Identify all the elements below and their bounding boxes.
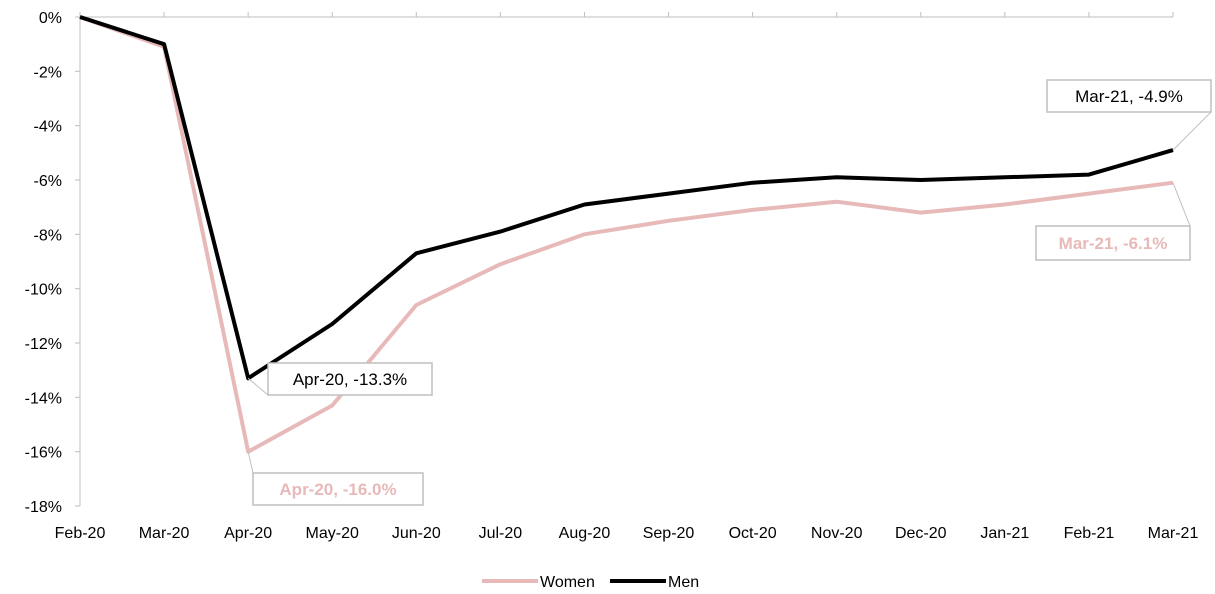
- annotation-leader: [247, 377, 269, 396]
- x-tick-label: May-20: [306, 525, 359, 542]
- series-layer: [79, 15, 1174, 454]
- x-tick-label: Feb-20: [55, 525, 106, 542]
- y-tick-label: -2%: [34, 64, 62, 81]
- y-tick-label: -18%: [25, 499, 62, 516]
- annotation-box: [267, 362, 433, 396]
- x-tick-label: Feb-21: [1064, 525, 1115, 542]
- x-tick-label: Jul-20: [479, 525, 523, 542]
- x-tick-label: Jun-20: [392, 525, 441, 542]
- annotation-label: Mar-21, -4.9%: [1075, 87, 1183, 106]
- annotation-box: [1035, 225, 1191, 261]
- series-line-women: [79, 15, 1174, 454]
- legend: Women Men: [482, 574, 699, 591]
- annotation-box: [252, 472, 424, 506]
- y-tick-label: -10%: [25, 282, 62, 299]
- x-tick-label: Sep-20: [643, 525, 695, 542]
- x-tick-label: Oct-20: [729, 525, 777, 542]
- annotation-leader: [1172, 111, 1212, 151]
- y-tick-label: -8%: [34, 227, 62, 244]
- x-tick-label: Nov-20: [811, 525, 863, 542]
- legend-label-women: Women: [540, 574, 595, 591]
- annotation-label: Apr-20, -16.0%: [279, 480, 396, 499]
- axes: 0% -2% -4% -6% -8% -10% -12% -14% -16% -18% Feb-20…: [25, 10, 1199, 542]
- annotation-box: [1046, 79, 1212, 113]
- x-tick-label: Mar-21: [1148, 525, 1199, 542]
- x-tick-label: Mar-20: [139, 525, 190, 542]
- legend-label-men: Men: [668, 574, 699, 591]
- x-tick-label: Apr-20: [224, 525, 272, 542]
- x-tick-label: Dec-20: [895, 525, 947, 542]
- annotation-label: Mar-21, -6.1%: [1059, 234, 1168, 253]
- annotation-layer: Apr-20, -13.3% Apr-20, -16.0% Mar-21, -4.9…: [247, 79, 1212, 506]
- series-line-men: [79, 15, 1174, 381]
- x-tick-label: Jan-21: [980, 525, 1029, 542]
- y-tick-label: -16%: [25, 445, 62, 462]
- y-tick-label: -6%: [34, 173, 62, 190]
- annotation-label: Apr-20, -13.3%: [293, 370, 407, 389]
- y-tick-label: 0%: [39, 10, 62, 27]
- y-tick-label: -14%: [25, 390, 62, 407]
- x-tick-label: Aug-20: [559, 525, 611, 542]
- y-tick-label: -12%: [25, 336, 62, 353]
- annotation-leader: [247, 451, 254, 474]
- annotation-leader: [1172, 182, 1191, 227]
- y-tick-label: -4%: [34, 119, 62, 136]
